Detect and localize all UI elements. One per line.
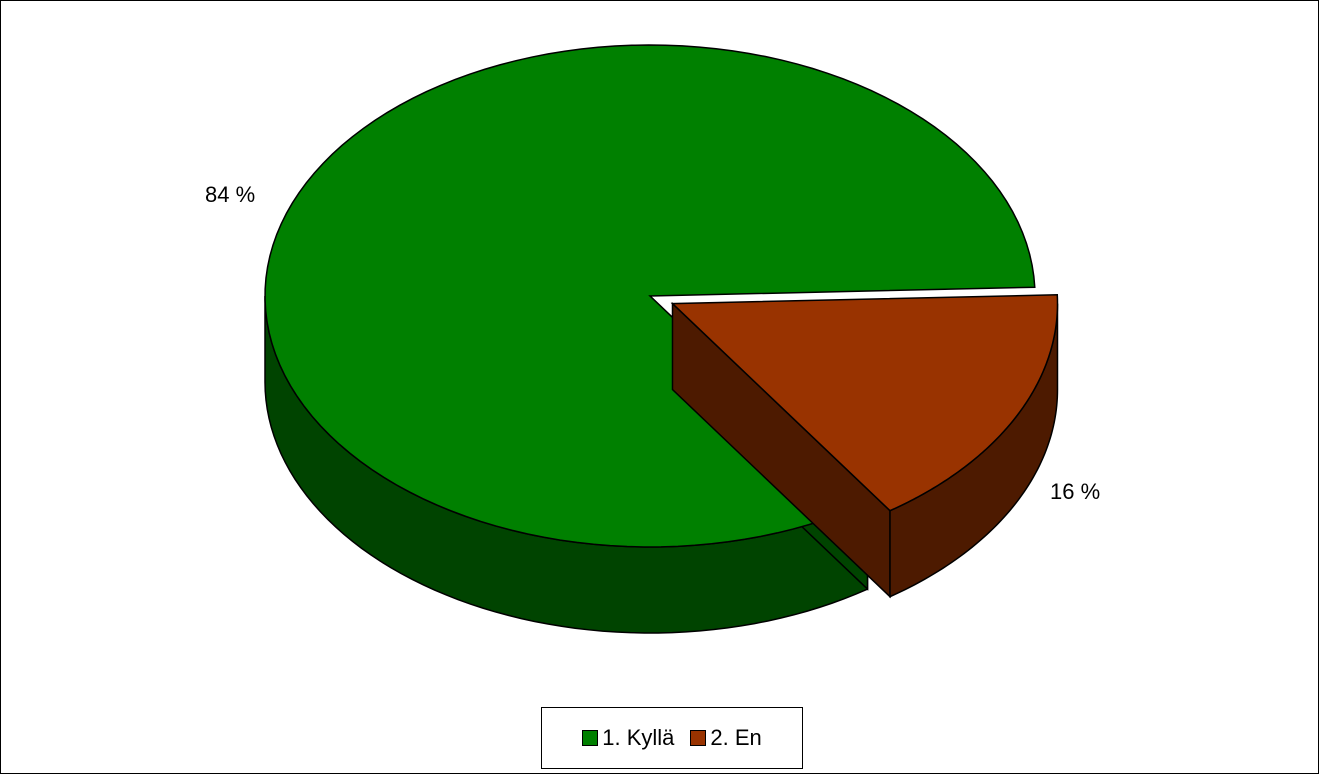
legend-swatch-en (690, 730, 707, 746)
slice-top-1-kyllä (264, 44, 1036, 548)
legend-label-kylla: 1. Kyllä (602, 725, 675, 750)
legend-label-en: 2. En (710, 725, 762, 750)
legend-item-kylla: 1. Kyllä (582, 725, 674, 751)
slice-top-2-en (670, 294, 1059, 512)
data-label-kylla: 84 % (205, 182, 255, 207)
legend-swatch-kylla (582, 730, 599, 746)
legend-item-en: 2. En (690, 725, 762, 751)
data-label-en: 16 % (1050, 479, 1100, 504)
legend: 1. Kyllä 2. En (541, 707, 803, 769)
